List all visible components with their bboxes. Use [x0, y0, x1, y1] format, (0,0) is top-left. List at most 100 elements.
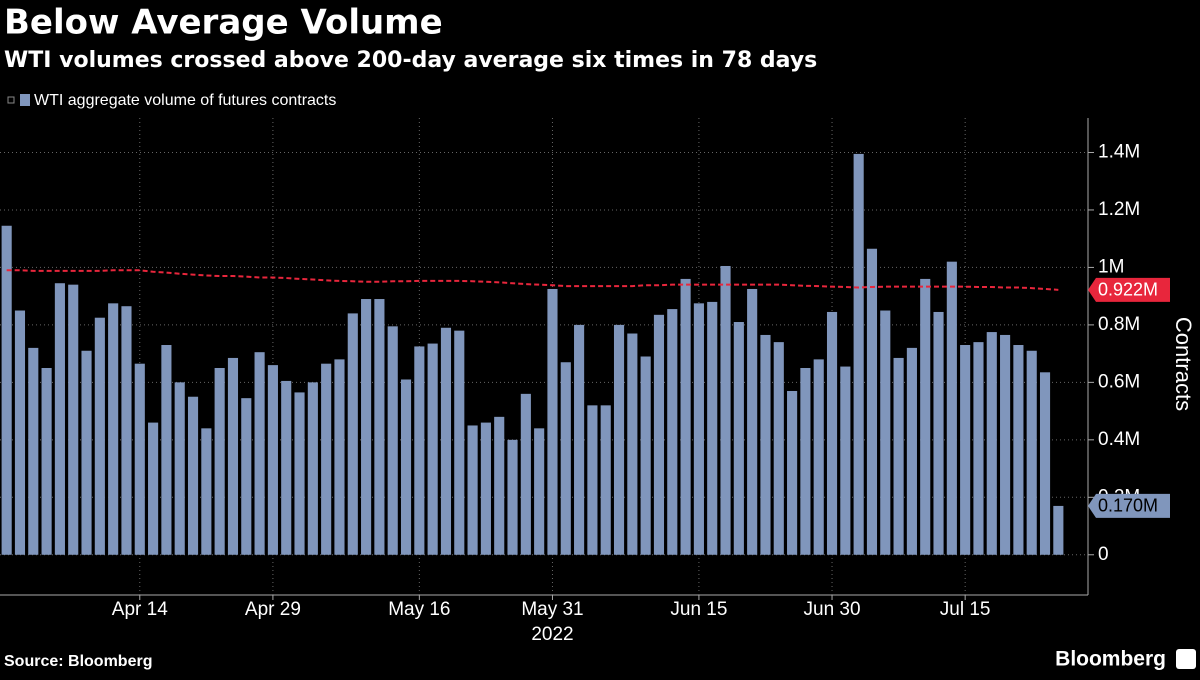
bar [1053, 505, 1064, 555]
bar [893, 357, 904, 555]
bar [494, 416, 505, 555]
y-tick-label: 0 [1098, 544, 1109, 565]
x-tick-label: Apr 29 [245, 599, 301, 620]
bar [840, 366, 851, 555]
x-year-label: 2022 [531, 624, 573, 645]
bar [853, 153, 864, 555]
bar [574, 324, 585, 555]
x-tick-label: Jun 15 [670, 599, 727, 620]
bar [400, 379, 412, 555]
x-tick-label: Jul 15 [940, 599, 991, 620]
y-tick-label: 1M [1098, 256, 1124, 277]
bar [454, 330, 465, 555]
chart-title: Below Average Volume [4, 3, 443, 43]
bar [560, 362, 571, 555]
bar [733, 322, 744, 555]
x-tick-label: May 31 [521, 599, 583, 620]
bar [347, 313, 358, 555]
bar [933, 311, 944, 555]
bar [81, 350, 92, 555]
bar [866, 248, 878, 555]
bar [307, 382, 318, 555]
brand: Bloomberg [1055, 648, 1166, 671]
bar [467, 425, 478, 555]
bar [161, 345, 172, 555]
y-tick-label: 1.2M [1098, 199, 1140, 220]
bar [653, 314, 665, 555]
x-tick-label: May 16 [388, 599, 450, 620]
bar [227, 357, 239, 555]
bar [148, 422, 159, 555]
bar [613, 324, 625, 555]
bar [986, 332, 997, 555]
bar [787, 390, 798, 555]
bar [121, 306, 132, 555]
value-label: 0.922M [1098, 280, 1158, 300]
bar [267, 365, 278, 555]
bar [1013, 345, 1024, 555]
bar [108, 303, 119, 555]
y-tick-label: 0.4M [1098, 429, 1140, 450]
bar [760, 334, 771, 555]
bar [707, 301, 718, 555]
bar [28, 347, 39, 555]
y-axis-label: Contracts [1171, 317, 1196, 411]
bar [667, 309, 678, 555]
line [6, 269, 1059, 291]
value-label-box [1088, 493, 1170, 518]
bar [1000, 334, 1011, 555]
bar [960, 345, 971, 555]
bar [281, 380, 292, 555]
bar [134, 363, 145, 555]
bar [946, 261, 957, 555]
chart-subtitle: WTI volumes crossed above 200-day averag… [4, 48, 817, 73]
x-tick-label: Jun 30 [804, 599, 861, 620]
bar [747, 288, 758, 555]
bar [214, 367, 225, 555]
bar [414, 346, 425, 555]
bar [374, 299, 385, 555]
bar [68, 284, 79, 555]
bar [693, 303, 704, 555]
bar [507, 439, 518, 555]
bar [640, 356, 651, 555]
bar [520, 393, 531, 555]
value-label: 0.170M [1098, 496, 1158, 516]
bar [387, 326, 398, 555]
bar [627, 333, 638, 555]
bar [587, 405, 598, 555]
source: Source: Bloomberg [4, 653, 152, 670]
value-label-box [1088, 277, 1170, 302]
bar [906, 347, 917, 555]
bar [254, 352, 265, 555]
bar [1039, 372, 1051, 555]
bar [480, 422, 491, 555]
bar [361, 299, 372, 555]
bar [1, 225, 12, 555]
bar [174, 382, 185, 555]
bar [534, 428, 545, 555]
bar [427, 343, 438, 555]
bar [201, 428, 212, 555]
bar [187, 396, 199, 555]
y-tick-label: 0.8M [1098, 314, 1140, 335]
bar [41, 367, 52, 555]
y-tick-label: 0.6M [1098, 371, 1140, 392]
bar [334, 359, 345, 555]
bar [294, 392, 305, 555]
bar [920, 278, 931, 555]
y-tick-label: 1.4M [1098, 141, 1140, 162]
bar [720, 265, 731, 555]
bar [600, 405, 611, 555]
bar [813, 359, 824, 555]
bar [547, 288, 558, 555]
bar [14, 310, 26, 555]
bar [773, 342, 784, 555]
legend-toggle [7, 96, 15, 104]
brand-logo [1176, 649, 1196, 669]
bar [321, 363, 332, 555]
bar [1026, 350, 1037, 555]
bar [94, 317, 105, 555]
bar [440, 327, 452, 555]
